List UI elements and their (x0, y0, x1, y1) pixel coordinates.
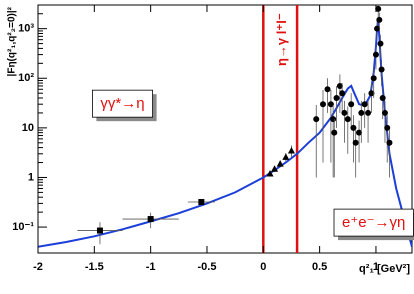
data-point (358, 109, 365, 116)
y-tick-label: 10 (22, 122, 34, 134)
data-point (341, 109, 348, 116)
data-point (324, 86, 331, 93)
data-point (350, 124, 357, 131)
y-axis-label: |Fη(q²₁,q²₂=0)|² (7, 6, 18, 76)
data-point (336, 82, 343, 89)
data-point (368, 90, 375, 97)
data-point (276, 160, 284, 167)
data-point (266, 170, 274, 177)
annotation-box: e⁺e⁻→γη (342, 214, 405, 231)
data-point (147, 216, 154, 223)
y-tick-label: 10³ (18, 23, 34, 35)
data-point (330, 116, 337, 123)
data-point (361, 101, 368, 108)
plot-frame (37, 4, 413, 254)
data-point (356, 129, 363, 136)
annotation: e⁺e⁻→γη (342, 214, 405, 231)
data-point (376, 16, 383, 23)
x-tick-label: -1.5 (85, 261, 104, 273)
data-point (386, 139, 393, 146)
data-point (370, 75, 377, 82)
data-point (365, 109, 372, 116)
data-point (320, 101, 327, 108)
data-point (198, 199, 205, 206)
data-point (381, 109, 388, 116)
data-point (377, 40, 384, 47)
y-tick-label: 1 (28, 171, 34, 183)
y-tick-label: 10⁻¹ (12, 221, 34, 233)
data-point (339, 90, 346, 97)
data-point (333, 95, 340, 102)
annotation: γγ*→η (100, 95, 144, 112)
x-tick-label: 1 (373, 261, 379, 273)
box (91, 89, 153, 118)
x-tick-label: 0 (260, 261, 266, 273)
annotation: η→γ l⁺l⁻ (274, 13, 289, 66)
data-point (271, 165, 279, 172)
data-point (331, 129, 338, 136)
data-point (379, 95, 386, 102)
x-axis-label: q²₁ [GeV²] (359, 263, 410, 275)
x-tick-label: -0.5 (197, 261, 216, 273)
data-point (282, 153, 290, 160)
plot-area (38, 5, 412, 253)
data-point (287, 146, 295, 154)
data-point (313, 116, 320, 123)
data-point (344, 116, 351, 123)
data-point (327, 101, 334, 108)
x-tick-label: -2 (33, 261, 43, 273)
data-point (352, 139, 359, 146)
data-point (375, 5, 382, 12)
box (333, 208, 414, 237)
data-point (372, 51, 379, 58)
data-point (378, 66, 385, 73)
data-point (384, 124, 391, 131)
annotation-box: γγ*→η (100, 95, 144, 112)
y-tick-label: 10² (18, 72, 34, 84)
data-point (348, 101, 355, 108)
x-tick-label: -1 (146, 261, 156, 273)
data-point (374, 25, 381, 32)
x-tick-label: 0.5 (312, 261, 327, 273)
data-point (96, 227, 103, 234)
